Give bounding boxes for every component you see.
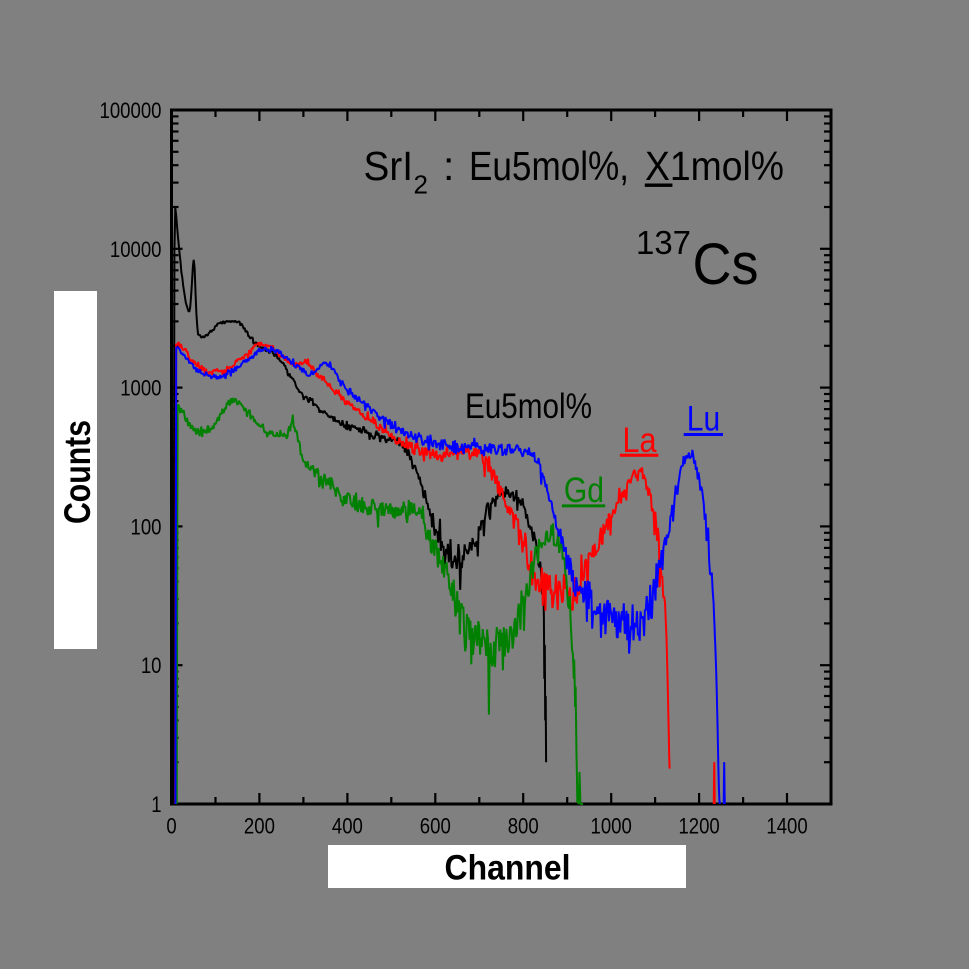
svg-text::: : xyxy=(443,143,454,189)
svg-text:Lu: Lu xyxy=(687,400,720,439)
svg-text:137: 137 xyxy=(636,224,691,261)
svg-text:La: La xyxy=(623,421,657,460)
svg-text:100000: 100000 xyxy=(100,98,162,123)
svg-text:0: 0 xyxy=(166,814,176,839)
svg-text:SrI: SrI xyxy=(364,143,414,189)
svg-text:10000: 10000 xyxy=(110,237,162,262)
svg-text:10: 10 xyxy=(141,653,162,678)
svg-text:Channel: Channel xyxy=(445,849,571,888)
svg-text:2: 2 xyxy=(414,170,429,200)
svg-text:Cs: Cs xyxy=(693,232,759,297)
svg-text:600: 600 xyxy=(420,814,451,839)
svg-text:1200: 1200 xyxy=(678,814,719,839)
svg-text:Gd: Gd xyxy=(564,471,604,510)
svg-text:Eu5mol%,: Eu5mol%, xyxy=(469,143,629,189)
svg-text:200: 200 xyxy=(244,814,275,839)
svg-text:400: 400 xyxy=(332,814,363,839)
svg-text:Eu5mol%: Eu5mol% xyxy=(465,387,592,426)
svg-text:1000: 1000 xyxy=(591,814,632,839)
svg-text:1000: 1000 xyxy=(120,376,161,401)
svg-text:1: 1 xyxy=(151,792,161,817)
svg-text:100: 100 xyxy=(131,514,162,539)
svg-text:800: 800 xyxy=(508,814,539,839)
svg-text:Counts: Counts xyxy=(57,420,98,524)
svg-text:X1mol%: X1mol% xyxy=(645,143,784,189)
svg-text:1400: 1400 xyxy=(766,814,807,839)
